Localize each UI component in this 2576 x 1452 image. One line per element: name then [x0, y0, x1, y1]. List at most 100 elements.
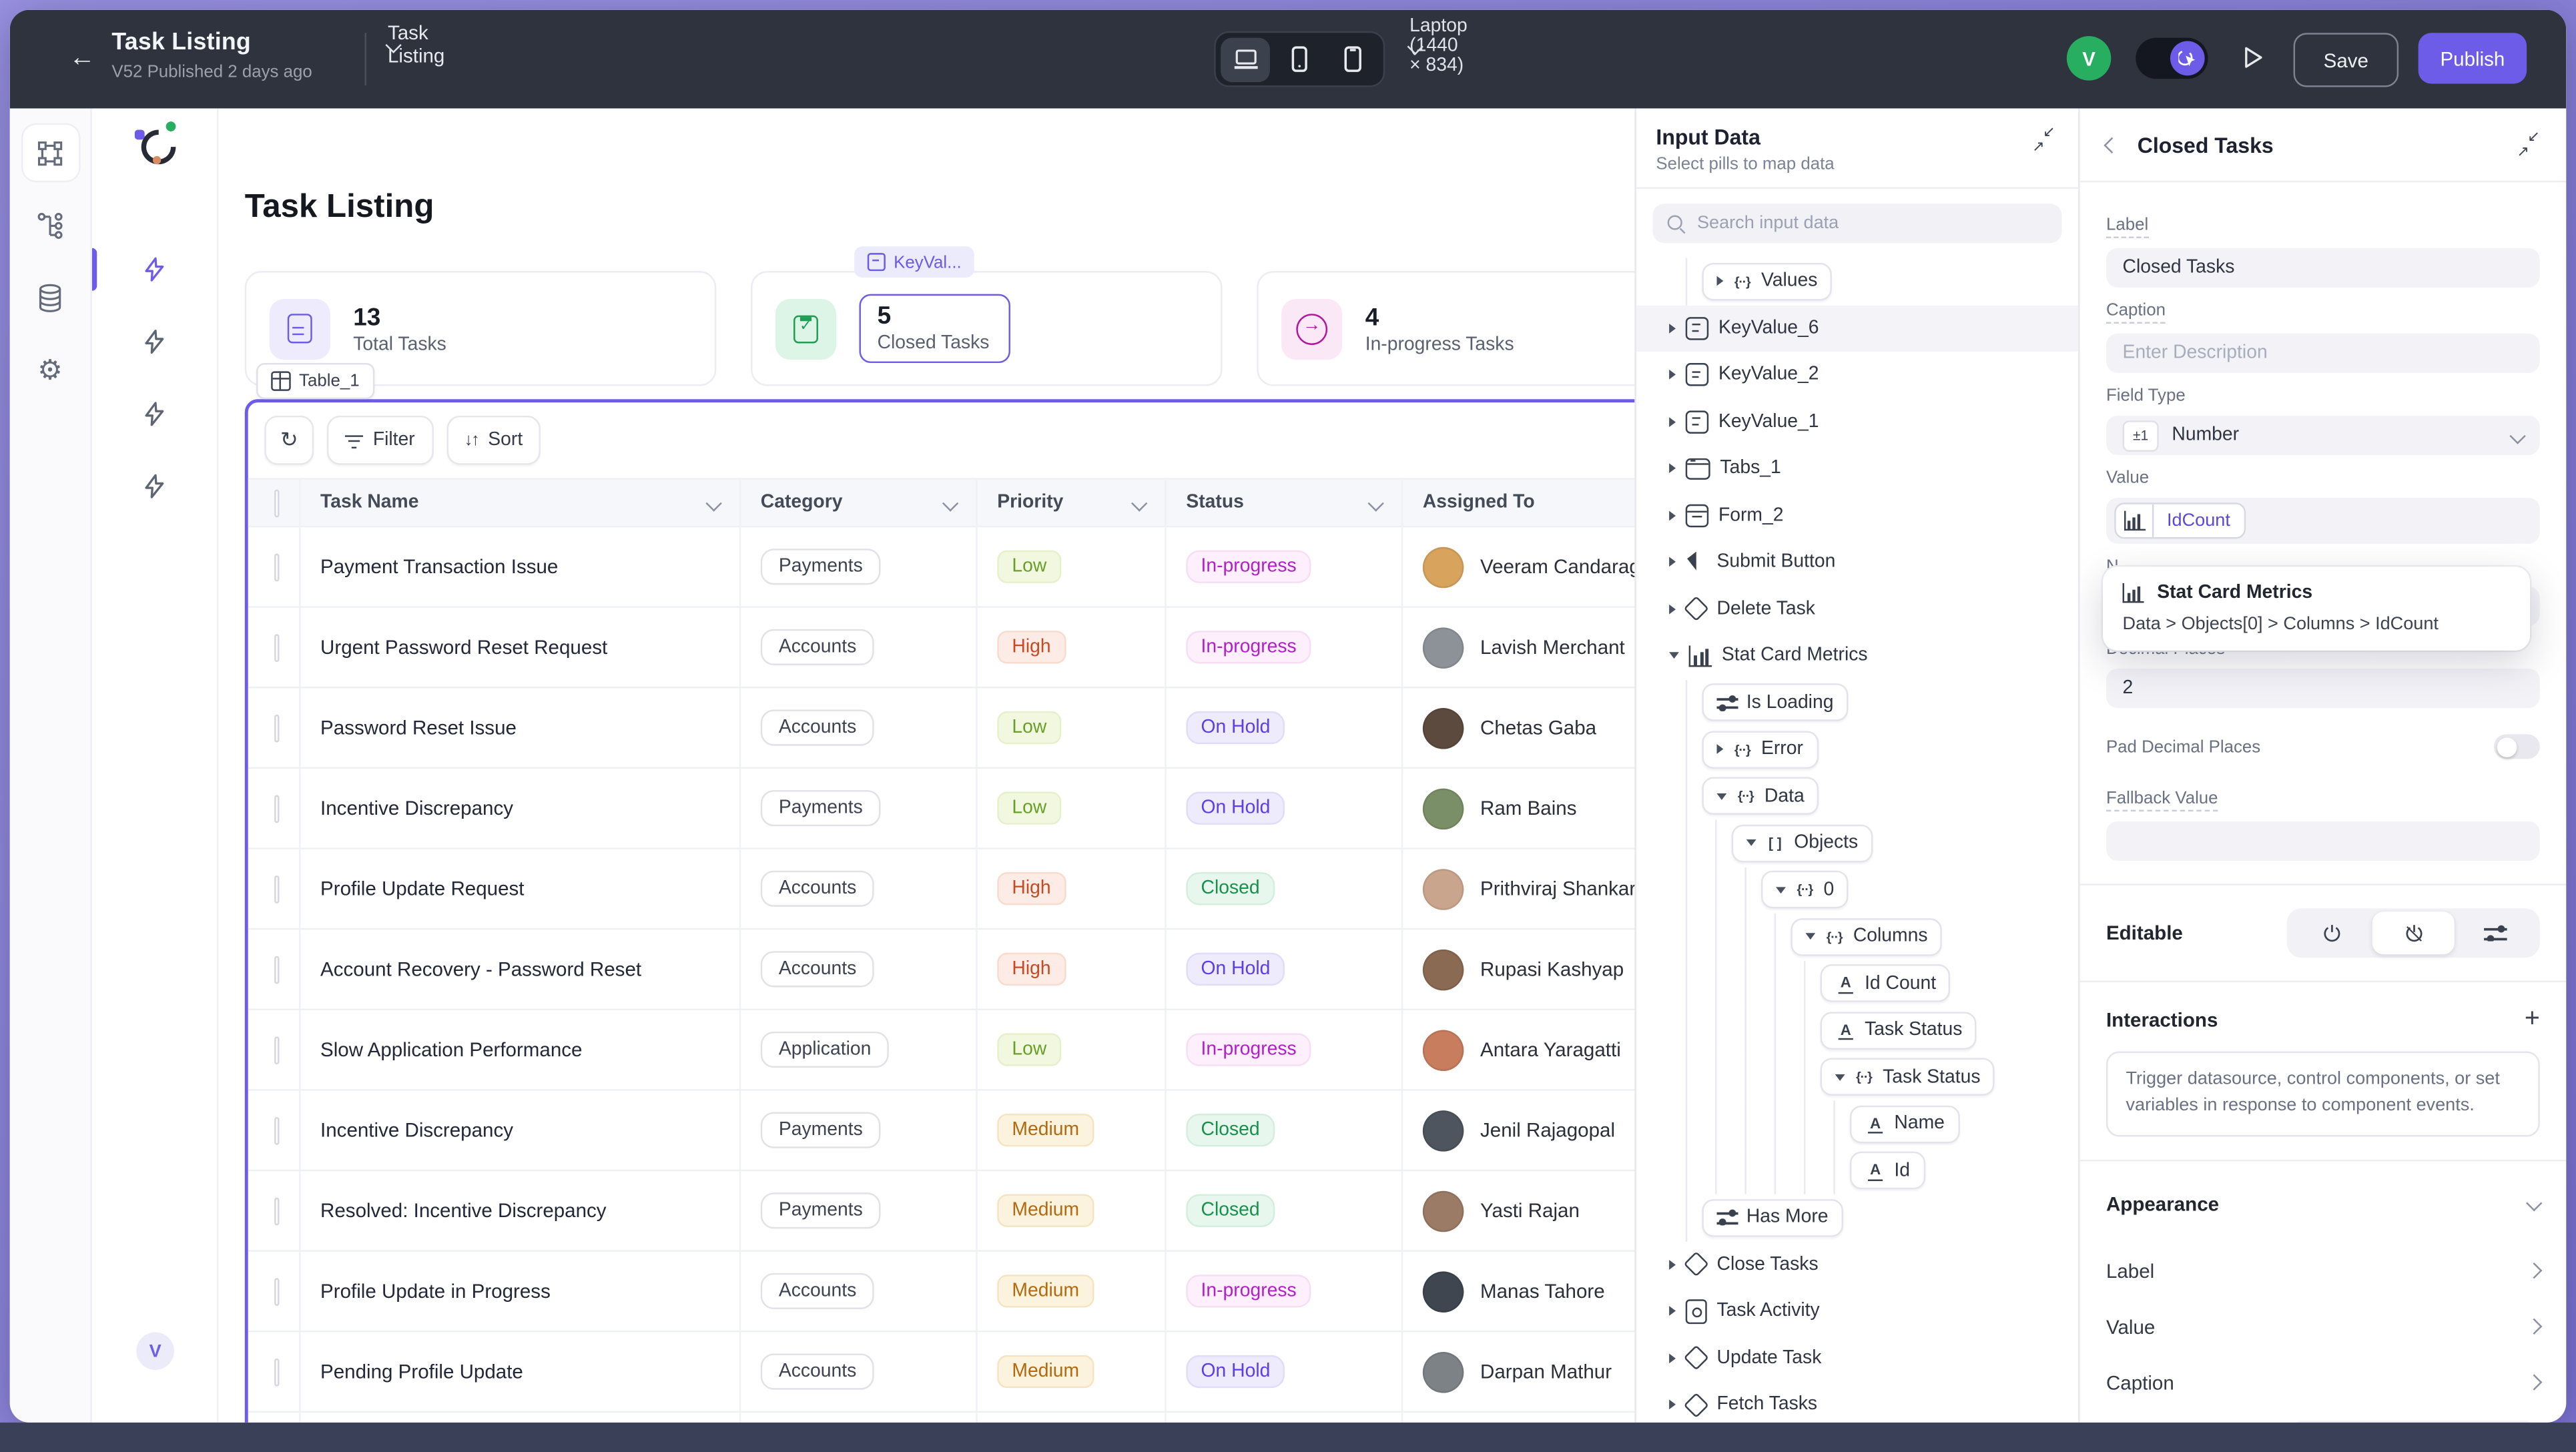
tree-item-pill[interactable]: KeyValue_1 — [1669, 410, 1819, 433]
caret-icon[interactable] — [1716, 276, 1724, 286]
tree-item-pill[interactable]: KeyValue_6 — [1669, 316, 1819, 339]
tree-item-pill[interactable]: Values — [1702, 262, 1833, 300]
stat-card[interactable]: 5 Closed Tasks — [751, 271, 1223, 386]
caret-icon[interactable] — [1835, 1074, 1845, 1081]
tree-item-pill[interactable]: Stat Card Metrics — [1669, 645, 1868, 667]
tree-item-pill[interactable]: KeyValue_2 — [1669, 364, 1819, 386]
table-row[interactable]: Profile Update in Progress Accounts Medi… — [248, 1251, 1635, 1333]
tree-item[interactable]: Id — [1636, 1147, 2079, 1194]
caret-icon[interactable] — [1669, 652, 1679, 659]
table-row[interactable]: Payment Transaction Issue Payments Low I… — [248, 527, 1635, 608]
table-row[interactable]: Resolved: Incentive Discrepancy Payments… — [248, 1171, 1635, 1252]
caret-icon[interactable] — [1669, 1353, 1676, 1363]
caret-icon[interactable] — [1776, 886, 1786, 893]
tree-item[interactable]: 0 — [1636, 866, 2079, 914]
page-action-item[interactable] — [92, 450, 217, 522]
tree-item[interactable]: KeyValue_2 — [1636, 352, 2078, 398]
tree-item[interactable]: Stat Card Metrics — [1636, 633, 2078, 679]
caret-icon[interactable] — [1669, 557, 1676, 567]
column-header-status[interactable]: Status — [1167, 479, 1403, 526]
row-checkbox[interactable] — [274, 794, 280, 823]
preview-play-button[interactable] — [2238, 43, 2267, 72]
row-checkbox[interactable] — [274, 1357, 280, 1386]
row-checkbox[interactable] — [274, 874, 280, 903]
table-row[interactable]: Password Reset Issue Accounts Low On Hol… — [248, 688, 1635, 769]
page-action-item-active[interactable] — [91, 234, 217, 306]
caret-icon[interactable] — [1669, 604, 1676, 615]
tree-item[interactable]: Name — [1636, 1100, 2079, 1148]
device-laptop-button[interactable] — [1221, 37, 1271, 81]
caption-field-input[interactable]: Enter Description — [2106, 333, 2540, 373]
user-avatar[interactable]: V — [2066, 36, 2112, 81]
tree-item-pill[interactable]: Has More — [1702, 1198, 1843, 1237]
pad-decimal-toggle[interactable] — [2493, 734, 2540, 759]
select-all-checkbox[interactable] — [274, 488, 280, 517]
table-row[interactable]: Account Recovery - Password Reset Accoun… — [248, 930, 1635, 1010]
table-component-tag[interactable]: Table_1 — [256, 363, 374, 400]
sort-button[interactable]: Sort — [446, 415, 541, 465]
tree-item[interactable]: Id Count — [1636, 960, 2079, 1008]
caret-icon[interactable] — [1669, 463, 1676, 474]
caret-icon[interactable] — [1669, 1259, 1676, 1270]
caret-icon[interactable] — [1669, 1306, 1676, 1317]
filter-button[interactable]: Filter — [326, 415, 433, 465]
row-checkbox[interactable] — [274, 553, 280, 581]
tree-item-pill[interactable]: Columns — [1791, 918, 1943, 956]
tree-item[interactable]: Fetch Tasks — [1636, 1381, 2078, 1423]
selected-component-tag[interactable]: KeyVal... — [854, 246, 975, 278]
tree-item[interactable]: Is Loading — [1636, 679, 2079, 727]
search-input[interactable]: Search input data — [1652, 204, 2062, 244]
tree-item[interactable]: Task Activity — [1636, 1288, 2078, 1335]
tree-item-pill[interactable]: Error — [1702, 730, 1819, 769]
tree-item-pill[interactable]: Task Status — [1820, 1011, 1977, 1050]
decimal-places-input[interactable]: 2 — [2106, 668, 2540, 709]
refresh-button[interactable] — [264, 415, 314, 465]
caret-icon[interactable] — [1669, 416, 1676, 427]
tree-item[interactable]: KeyValue_1 — [1636, 398, 2078, 445]
label-field-input[interactable]: Closed Tasks — [2106, 248, 2540, 288]
tree-item-pill[interactable]: Task Activity — [1669, 1300, 1820, 1323]
tree-item[interactable]: Task Status — [1636, 1007, 2079, 1054]
data-sources-button[interactable] — [22, 270, 78, 326]
tree-item-pill[interactable]: Submit Button — [1669, 551, 1835, 573]
table-row[interactable]: Urgent Password Reset Request Accounts H… — [248, 607, 1635, 689]
stat-card[interactable]: 13 Total Tasks — [244, 271, 717, 386]
device-phone-button[interactable] — [1275, 37, 1324, 81]
collapse-panel-icon[interactable] — [2517, 128, 2539, 161]
page-action-item[interactable] — [92, 306, 217, 378]
save-button[interactable]: Save — [2293, 33, 2399, 87]
tree-item[interactable]: Form_2 — [1636, 492, 2078, 538]
column-header-priority[interactable]: Priority — [978, 479, 1167, 526]
tree-item-pill[interactable]: 0 — [1760, 871, 1849, 909]
row-checkbox[interactable] — [274, 1196, 280, 1225]
tree-item-pill[interactable]: Form_2 — [1669, 504, 1784, 526]
caret-icon[interactable] — [1669, 1400, 1676, 1410]
tree-item-pill[interactable]: Close Tasks — [1669, 1253, 1819, 1276]
editable-on-button[interactable] — [2290, 912, 2372, 954]
value-mapping-pill[interactable]: IdCount — [2114, 502, 2246, 539]
tree-item[interactable]: Close Tasks — [1636, 1241, 2078, 1288]
stat-card[interactable]: 4 In-progress Tasks — [1257, 271, 1635, 386]
row-checkbox[interactable] — [274, 955, 280, 984]
tree-item[interactable]: Values — [1636, 258, 2079, 305]
caret-icon[interactable] — [1669, 370, 1676, 380]
device-tablet-button[interactable] — [1329, 37, 1378, 81]
caret-icon[interactable] — [1805, 933, 1816, 940]
tree-item-pill[interactable]: Tabs_1 — [1669, 457, 1781, 480]
table-row[interactable]: Incentive Discrepancy Payments Low On Ho… — [248, 769, 1635, 849]
collapse-panel-icon[interactable] — [2032, 123, 2055, 156]
stat-card-value-block[interactable]: 5 Closed Tasks — [859, 294, 1011, 364]
tree-item[interactable]: Delete Task — [1636, 586, 2078, 633]
component-tree-button[interactable] — [22, 197, 78, 253]
tree-item-pill[interactable]: Task Status — [1820, 1058, 1995, 1096]
tree-item[interactable]: Task Status — [1636, 1054, 2079, 1101]
interactive-mode-toggle[interactable] — [2136, 37, 2208, 79]
field-type-select[interactable]: ±1 Number — [2106, 415, 2540, 455]
tree-item-pill[interactable]: Id — [1849, 1152, 1925, 1190]
row-checkbox[interactable] — [274, 633, 280, 661]
row-checkbox[interactable] — [274, 713, 280, 742]
add-interaction-button[interactable]: + — [2524, 1005, 2540, 1034]
tree-item[interactable]: Has More — [1636, 1194, 2079, 1241]
column-header-assigned-to[interactable]: Assigned To — [1422, 492, 1535, 513]
tree-item[interactable]: Objects — [1636, 819, 2079, 867]
